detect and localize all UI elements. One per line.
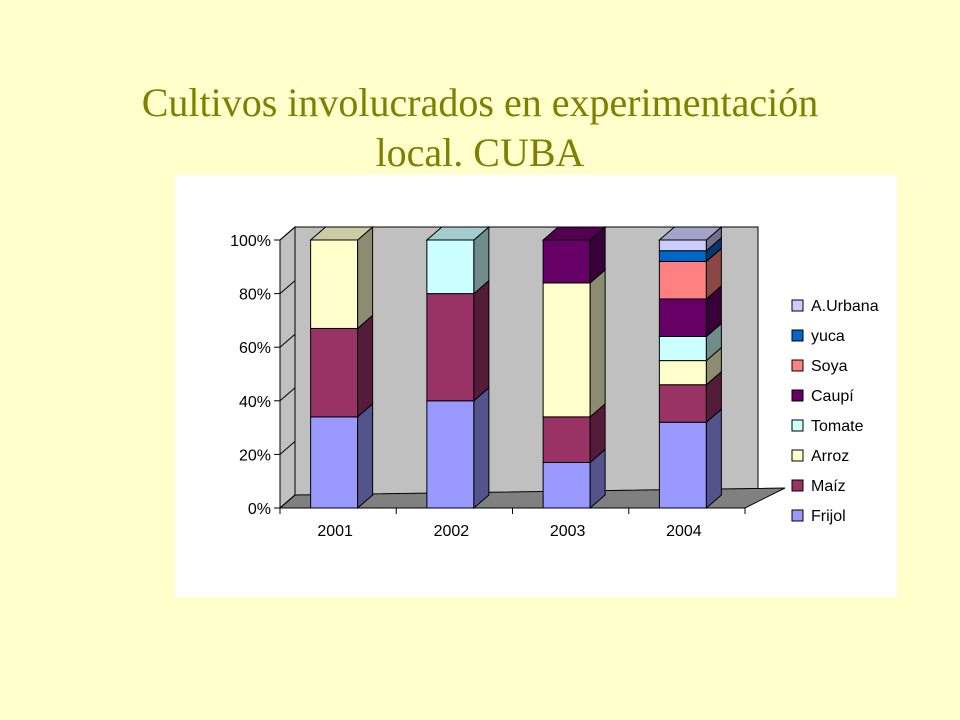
bar-segment-front <box>542 239 591 284</box>
legend-label: Tomate <box>811 418 864 435</box>
bar-segment-front <box>542 282 591 418</box>
bar-segment-front <box>658 384 707 423</box>
legend-swatch <box>791 449 804 462</box>
bar-segment-side <box>705 408 722 510</box>
bar-top-face <box>309 226 374 241</box>
legend-swatch <box>791 329 804 342</box>
bar-segment-side <box>357 225 374 330</box>
bar-segment-front <box>658 335 707 362</box>
y-axis-tick-depth <box>279 441 296 455</box>
bar-segment-front <box>426 239 475 295</box>
y-tick-label: 60% <box>239 340 271 357</box>
legend-label: Soya <box>811 358 848 375</box>
y-axis-tick-depth <box>279 280 296 294</box>
legend-label: Caupí <box>811 388 854 405</box>
y-tick-label: 100% <box>230 233 271 250</box>
y-axis-tick-depth <box>279 494 296 509</box>
slide-title-line-1: Cultivos involucrados en experimentación <box>141 80 819 125</box>
bar-segment-front <box>658 298 707 337</box>
bar-segment-front <box>310 239 359 329</box>
y-tick-label: 0% <box>248 501 271 518</box>
bar-segment-front <box>658 250 707 262</box>
bar-segment-front <box>658 260 707 300</box>
legend-label: Maíz <box>811 478 846 495</box>
bar-top-face <box>425 226 491 241</box>
bar-segment-front <box>542 461 591 509</box>
x-tick-label: 2003 <box>550 523 586 540</box>
y-axis-tick-depth <box>279 226 296 241</box>
chart-side-wall <box>279 225 296 510</box>
bar-segment-front <box>310 327 359 418</box>
legend-label: Arroz <box>811 448 849 465</box>
slide-title-line-2: local. CUBA <box>375 130 585 175</box>
bar-segment-front <box>658 360 707 386</box>
bar-segment-side <box>357 402 374 510</box>
legend-swatch <box>791 509 804 522</box>
y-tick-label: 40% <box>239 394 271 411</box>
x-tick-label: 2001 <box>317 523 353 540</box>
bar-segment-front <box>658 421 707 509</box>
bar-segment-front <box>542 416 591 463</box>
bar-segment-front <box>426 293 475 402</box>
bar-segment-side <box>357 314 374 418</box>
stacked-bar-chart: 0% 20% 40% 60% 80% 100% 2001 2002 2003 2004 A.Urba… <box>230 225 879 540</box>
bar-top-face <box>658 226 723 241</box>
bar-segment-side <box>473 279 490 402</box>
y-tick-label: 80% <box>239 287 271 304</box>
legend-label: A.Urbana <box>811 298 879 315</box>
y-axis-tick-depth <box>279 387 296 402</box>
y-axis-tick-depth <box>279 333 296 348</box>
legend-swatch <box>791 389 804 402</box>
x-tick-label: 2004 <box>666 523 702 540</box>
x-tick-label: 2002 <box>434 523 470 540</box>
legend-swatch <box>791 299 804 312</box>
bar-segment-side <box>589 268 606 418</box>
bar-segment-front <box>658 239 707 252</box>
chart-panel: 0% 20% 40% 60% 80% 100% 2001 2002 2003 2004 A.Urba… <box>175 175 897 597</box>
legend-swatch <box>791 419 804 432</box>
legend-label: yuca <box>811 328 845 345</box>
legend-swatch <box>791 359 804 372</box>
bar-segment-front <box>426 400 475 509</box>
legend-label: Frijol <box>811 508 846 525</box>
legend-swatch <box>791 479 804 492</box>
slide-title: Cultivos involucrados en experimentación… <box>0 78 960 178</box>
bar-segment-side <box>473 386 490 510</box>
bar-top-face <box>541 226 607 241</box>
bar-segment-front <box>310 416 359 509</box>
y-tick-label: 20% <box>239 447 271 464</box>
